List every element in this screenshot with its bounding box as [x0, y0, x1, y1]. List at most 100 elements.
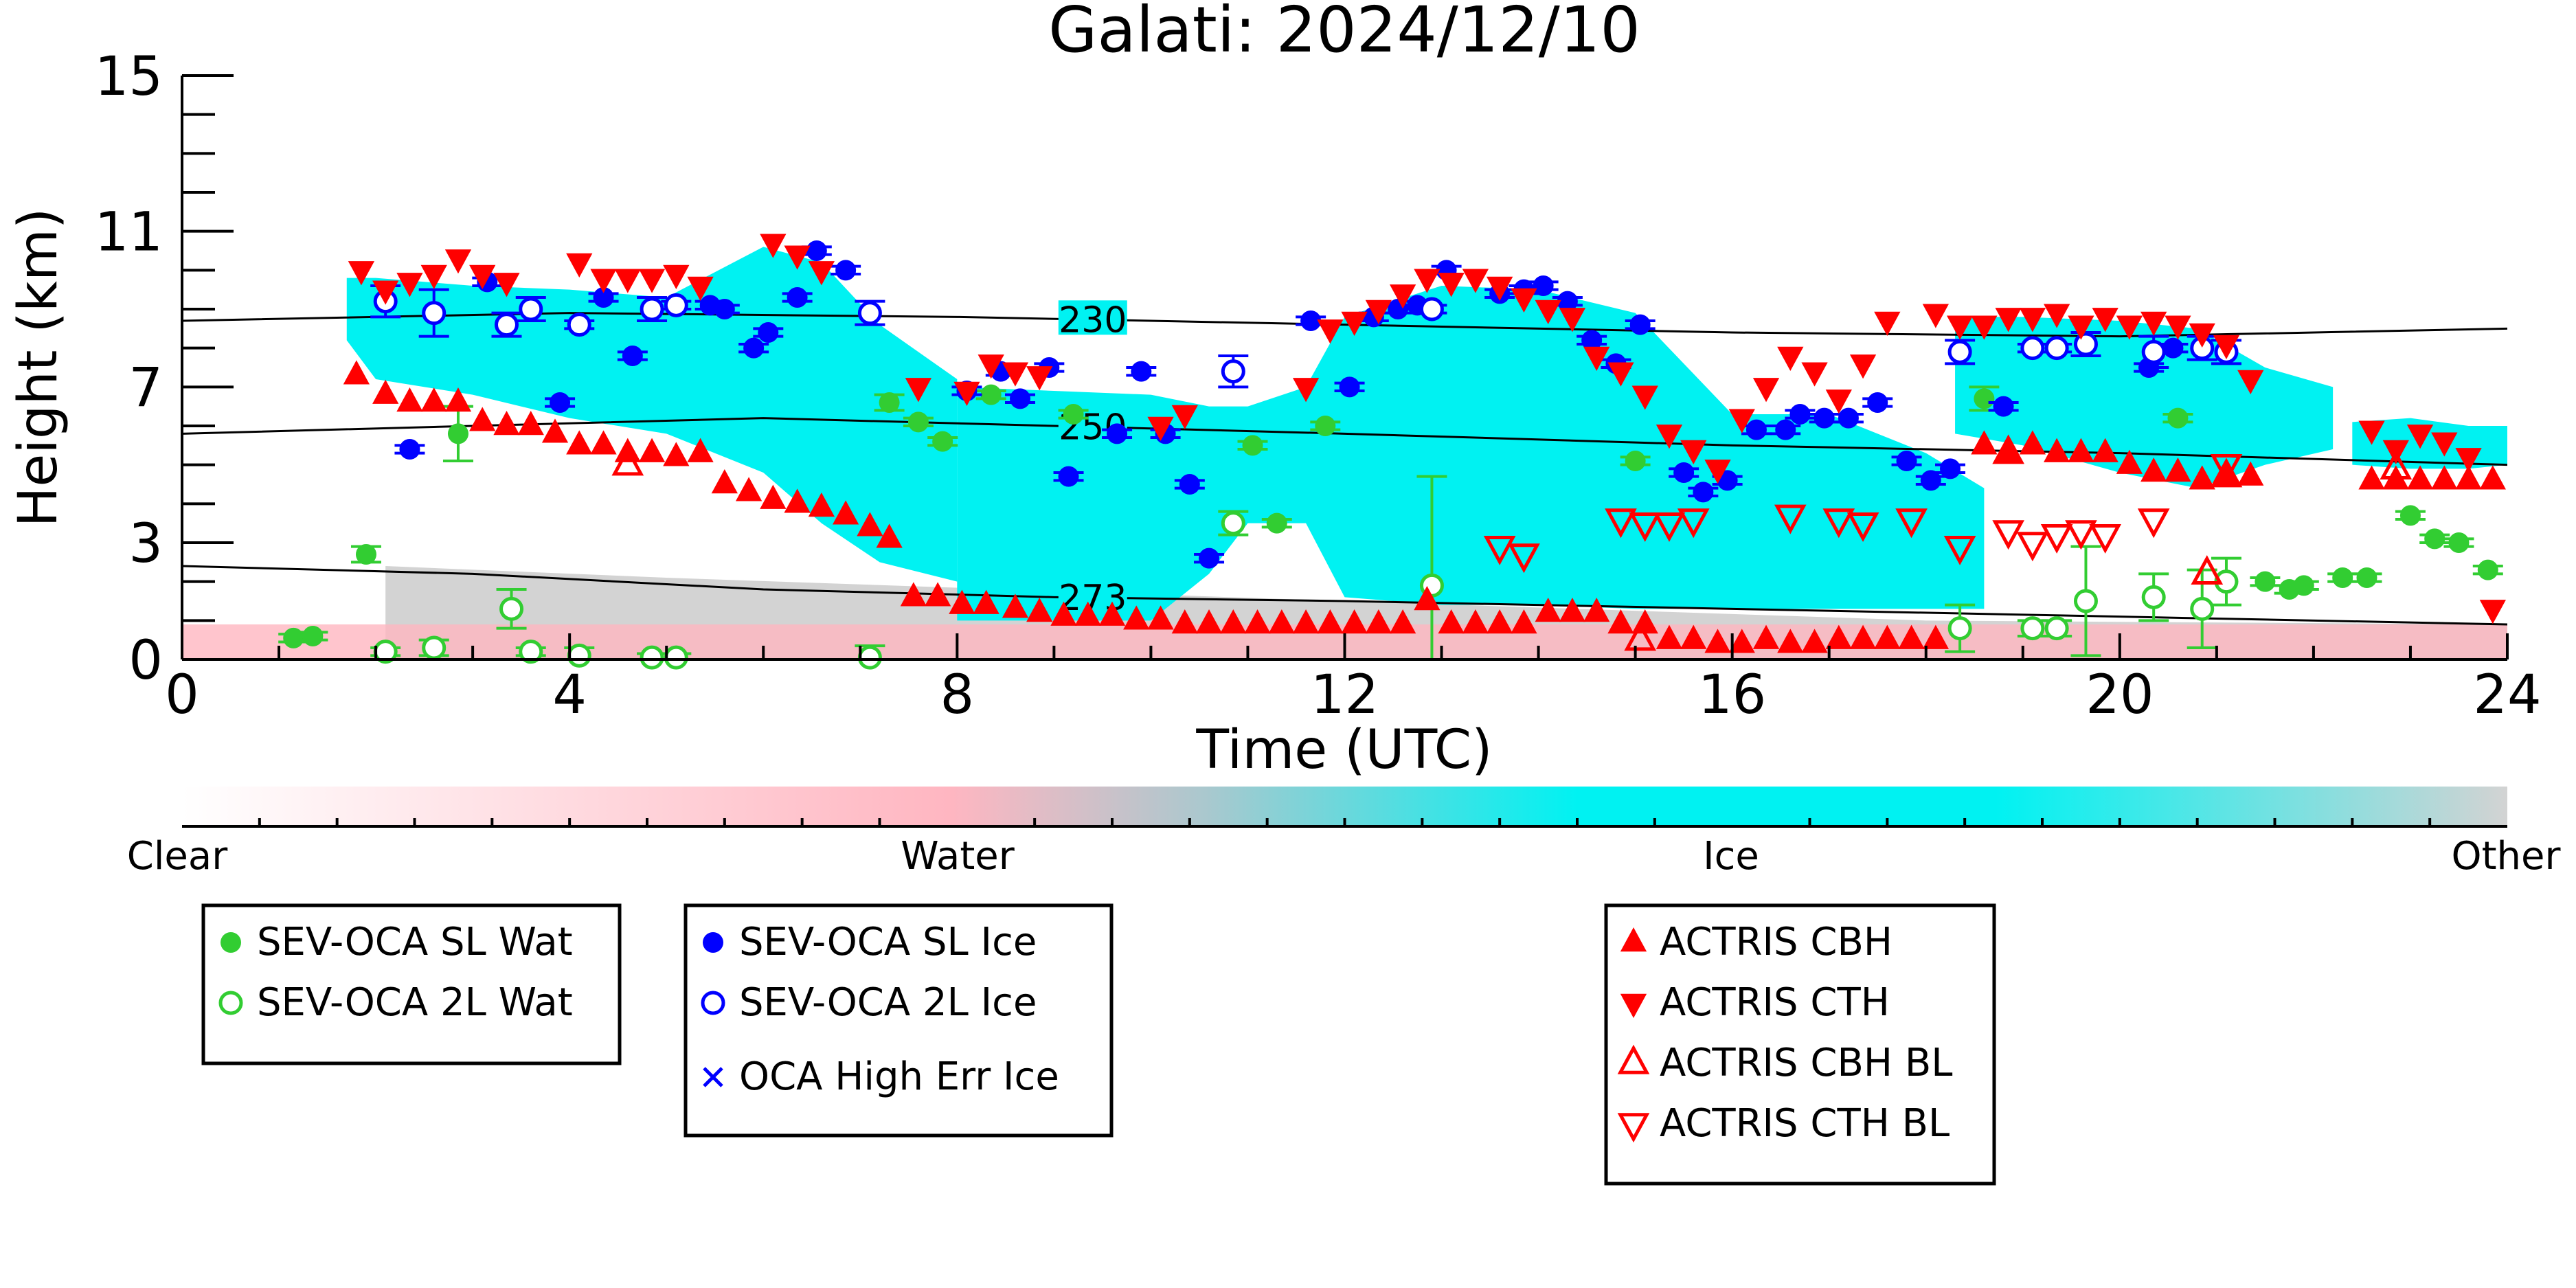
data-point — [1775, 419, 1796, 440]
data-point — [447, 423, 468, 444]
data-point — [760, 234, 787, 258]
data-point — [1777, 629, 1804, 653]
data-point — [1583, 346, 1610, 371]
series-actris-cbh-bl — [611, 434, 2413, 651]
data-point — [2068, 315, 2094, 340]
data-point — [784, 245, 811, 270]
data-point — [2431, 465, 2458, 490]
legend-marker — [1620, 927, 1647, 952]
data-point — [2191, 555, 2224, 585]
series-actris-cth-bl — [1483, 453, 2243, 574]
data-point — [663, 442, 690, 466]
data-point — [1389, 609, 1416, 634]
legend-frame — [683, 903, 1114, 1138]
data-point — [1199, 547, 1220, 569]
data-point — [1995, 438, 2022, 462]
colorbar-ticks — [258, 818, 2432, 826]
data-point — [2380, 450, 2413, 480]
data-point — [1438, 609, 1465, 634]
data-point — [1995, 308, 2022, 332]
data-point — [1171, 405, 1198, 429]
data-point — [1946, 315, 1974, 340]
colorbar-label-ice: Ice — [1703, 834, 1759, 879]
data-point — [2116, 315, 2143, 340]
data-point — [2358, 465, 2385, 490]
data-point — [1131, 361, 1152, 382]
data-point — [876, 523, 903, 548]
legend-frame — [1604, 903, 1996, 1186]
data-point — [1947, 616, 1972, 641]
data-point — [2165, 315, 2191, 340]
colorbar-label-clear: Clear — [127, 834, 228, 879]
data-point — [1487, 276, 1513, 301]
legend-label: OCA High Err Ice — [739, 1054, 1059, 1099]
data-point — [1244, 609, 1271, 634]
data-point — [2141, 585, 2166, 609]
data-point — [1677, 508, 1710, 539]
data-point — [879, 392, 900, 413]
data-point — [1341, 609, 1368, 634]
data-point — [1557, 291, 1578, 312]
data-point — [2406, 425, 2434, 449]
data-point — [1992, 434, 2024, 464]
data-point — [2332, 567, 2353, 588]
data-point — [687, 438, 714, 462]
data-point — [1268, 609, 1295, 634]
data-point — [2140, 311, 2167, 336]
x-tick-label: 16 — [1698, 664, 1766, 726]
data-point — [1050, 601, 1077, 626]
data-point — [1462, 609, 1489, 634]
data-point — [664, 645, 688, 670]
data-point — [611, 446, 644, 476]
data-point — [2044, 616, 2069, 641]
legend-label: ACTRIS CTH — [1660, 980, 1890, 1025]
data-point — [835, 260, 857, 281]
data-point — [422, 301, 447, 326]
data-point — [857, 512, 883, 536]
data-point — [1315, 416, 1336, 436]
data-point — [1673, 462, 1695, 483]
legend-frame — [201, 903, 622, 1065]
data-point — [1511, 609, 1537, 634]
data-point — [900, 582, 927, 607]
data-point — [2455, 465, 2482, 490]
data-point — [593, 287, 614, 308]
data-point — [857, 645, 882, 670]
data-point — [1838, 407, 1859, 429]
data-point — [1898, 624, 1925, 649]
data-point — [348, 261, 375, 286]
data-point — [1789, 404, 1811, 425]
legend-marker — [1617, 1113, 1650, 1143]
data-point — [1559, 308, 1586, 332]
data-point — [1920, 470, 1941, 491]
y-tick-label: 15 — [95, 46, 163, 108]
data-point — [2189, 465, 2215, 490]
data-point — [1414, 269, 1440, 293]
data-point — [2162, 337, 2184, 359]
data-point — [519, 640, 543, 664]
colorbar-label-other: Other — [2451, 834, 2561, 879]
series-sev-oca-2l-wat — [370, 475, 2241, 670]
data-points — [278, 234, 2506, 670]
series-actris-cbh — [343, 360, 2506, 653]
data-point — [1624, 621, 1657, 651]
data-point — [1992, 520, 2024, 550]
data-point — [1533, 275, 1554, 296]
data-point — [2165, 457, 2191, 482]
data-point — [758, 322, 779, 343]
data-point — [1242, 435, 1263, 456]
data-point — [444, 249, 472, 274]
legend-label: SEV-OCA 2L Ice — [739, 980, 1037, 1025]
data-point — [1300, 310, 1322, 331]
data-point — [519, 297, 543, 321]
y-tick-label: 11 — [95, 202, 163, 264]
data-point — [2089, 523, 2122, 554]
data-point — [1462, 269, 1489, 293]
data-point — [787, 287, 808, 308]
data-point — [517, 411, 544, 436]
data-point — [2477, 559, 2498, 580]
data-point — [1680, 440, 1707, 464]
colorbar-label-water: Water — [901, 834, 1015, 879]
data-point — [1581, 330, 1603, 351]
data-point — [1292, 378, 1320, 403]
